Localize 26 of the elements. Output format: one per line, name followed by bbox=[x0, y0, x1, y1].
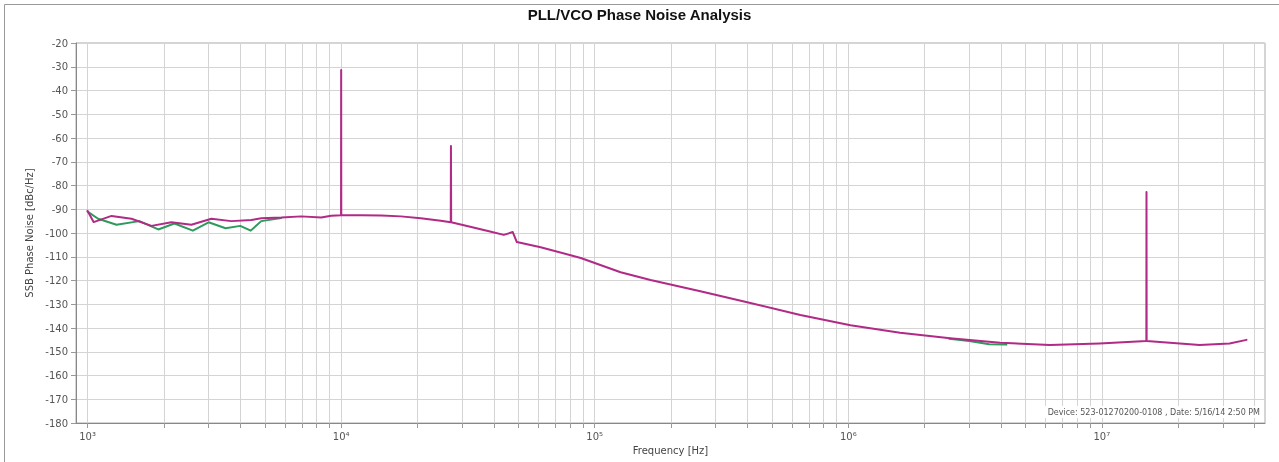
y-tick-label: -110 bbox=[45, 251, 68, 263]
annotation: Device: 523-01270200-0108 , Date: 5/16/14 2:50 PM bbox=[1047, 407, 1261, 417]
x-axis-title: Frequency [Hz] bbox=[632, 445, 709, 457]
y-tick-label: -80 bbox=[51, 180, 68, 191]
y-tick-label: -20 bbox=[51, 37, 68, 49]
y-tick-label: -70 bbox=[51, 156, 68, 168]
y-tick-label: -140 bbox=[45, 322, 68, 334]
y-tick-label: -50 bbox=[51, 108, 68, 120]
x-tick-label: 10⁴ bbox=[332, 430, 350, 442]
x-tick-label: 10⁷ bbox=[1093, 430, 1111, 442]
chart-title: PLL/VCO Phase Noise Analysis bbox=[527, 6, 752, 23]
y-axis-title: SSB Phase Noise [dBc/Hz] bbox=[23, 168, 35, 298]
y-tick-label: -180 bbox=[45, 417, 68, 429]
x-tick-label: 10⁶ bbox=[839, 430, 857, 442]
x-tick-label: 10⁵ bbox=[586, 430, 604, 442]
y-tick-label: -130 bbox=[45, 298, 68, 310]
y-tick-label: -150 bbox=[45, 346, 68, 358]
y-tick-label: -40 bbox=[51, 85, 68, 96]
y-tick-label: -90 bbox=[51, 203, 68, 215]
x-tick-label: 10³ bbox=[79, 430, 96, 442]
y-tick-label: -60 bbox=[51, 132, 68, 144]
y-tick-label: -30 bbox=[51, 61, 68, 73]
y-tick-label: -120 bbox=[45, 275, 68, 286]
y-tick-label: -160 bbox=[45, 370, 68, 381]
y-tick-label: -170 bbox=[45, 393, 68, 405]
y-tick-label: -100 bbox=[45, 227, 68, 239]
